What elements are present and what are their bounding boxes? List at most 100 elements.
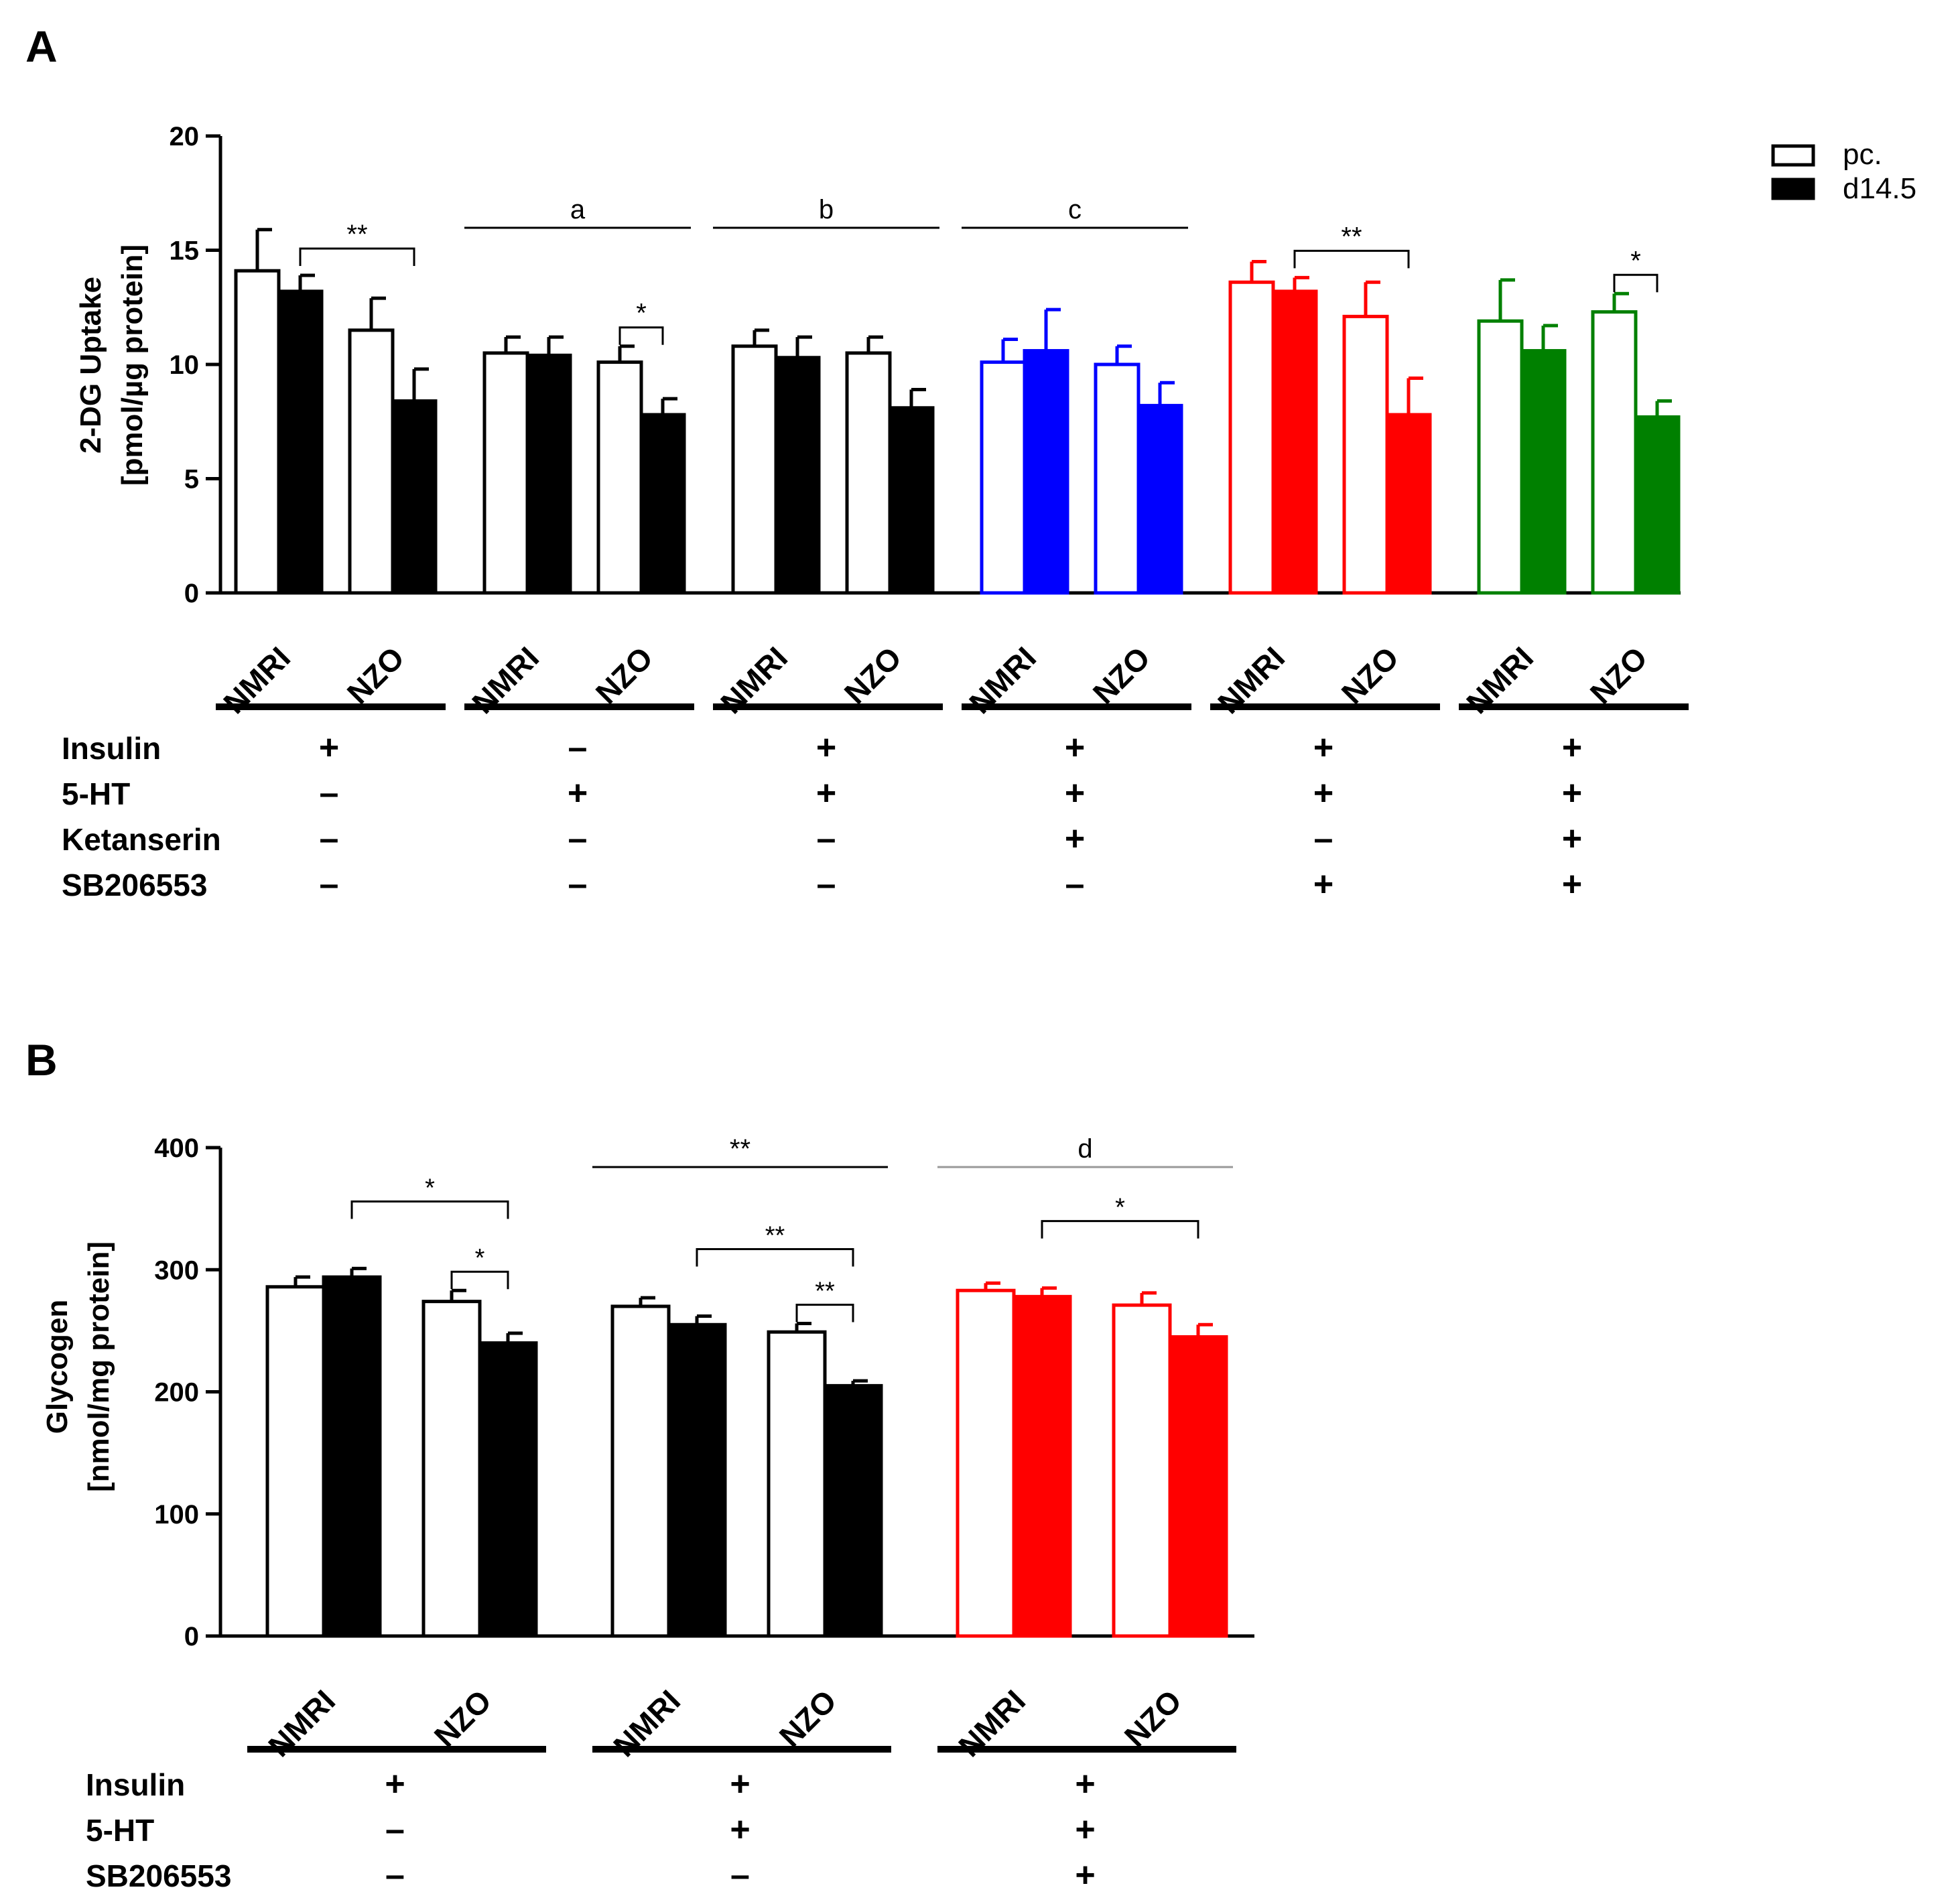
bar-nmri-d145 <box>1271 289 1318 595</box>
significance-label: * <box>425 1174 435 1202</box>
x-tick-label: NZO <box>1583 640 1654 710</box>
bar-nmri-d145 <box>1012 1294 1072 1638</box>
x-tick-label: NZO <box>1086 640 1157 710</box>
y-tick-label: 20 <box>170 122 200 151</box>
group-comparison-label: b <box>819 195 834 224</box>
bar-nmri-d145 <box>1023 349 1069 595</box>
bar-nzo-d145 <box>1634 415 1681 595</box>
significance-bracket <box>1293 249 1410 269</box>
significance-label: ** <box>815 1277 835 1305</box>
condition-sign: + <box>1075 1810 1095 1849</box>
condition-sign: + <box>1562 865 1582 904</box>
x-tick-label: NZO <box>1118 1683 1188 1753</box>
condition-sign: + <box>1065 819 1085 858</box>
condition-sign: + <box>1075 1856 1095 1895</box>
condition-row-label: SB206553 <box>86 1858 231 1893</box>
legend: pc. d14.5 <box>1771 138 1916 205</box>
legend-label-d145: d14.5 <box>1843 172 1916 205</box>
condition-sign: – <box>817 819 836 858</box>
bar-nmri-pc <box>482 351 529 595</box>
condition-row-label: Insulin <box>62 731 161 766</box>
bar-nzo-pc <box>1342 314 1389 595</box>
condition-sign: + <box>1065 728 1085 767</box>
bar-nmri-pc <box>956 1288 1016 1638</box>
y-tick-label: 15 <box>170 236 200 266</box>
x-tick-label: NZO <box>838 640 908 710</box>
condition-sign: + <box>730 1765 750 1804</box>
bar-nmri-d145 <box>774 356 821 595</box>
bar-nzo-d145 <box>823 1383 883 1638</box>
significance-label: * <box>475 1244 485 1272</box>
x-tick-label: NZO <box>428 1683 498 1753</box>
condition-sign: – <box>568 728 588 767</box>
bar-nzo-pc <box>596 360 643 595</box>
condition-sign: – <box>1065 865 1085 904</box>
condition-sign: + <box>1313 865 1333 904</box>
condition-sign: – <box>320 774 339 813</box>
condition-row-label: Ketanserin <box>62 822 221 857</box>
condition-row-label: Insulin <box>86 1767 185 1802</box>
significance-bracket <box>299 247 415 267</box>
significance-bracket <box>795 1303 854 1322</box>
bar-nzo-d145 <box>1385 413 1432 595</box>
condition-sign: + <box>1562 728 1582 767</box>
significance-bracket <box>450 1270 509 1290</box>
bar-nmri-pc <box>234 269 281 595</box>
x-tick-label: NZO <box>589 640 659 710</box>
panel-b-condition-table: Insulin 5-HT SB206553 + – – + + – + + + <box>86 1765 1096 1895</box>
condition-sign: + <box>816 728 836 767</box>
condition-sign: + <box>816 774 836 813</box>
condition-sign: + <box>1075 1765 1095 1804</box>
panel-a-y-axis-title: 2-DG Uptake [pmol/µg protein] <box>74 245 149 486</box>
x-tick-label: NZO <box>1335 640 1405 710</box>
y-tick-label: 5 <box>184 465 199 494</box>
bar-nmri-pc <box>980 360 1027 595</box>
significance-label: * <box>636 299 647 328</box>
bar-nzo-pc <box>348 328 395 595</box>
group-comparison-label: ** <box>730 1134 751 1164</box>
condition-sign: – <box>730 1856 750 1895</box>
condition-sign: – <box>568 819 588 858</box>
bar-nzo-pc <box>845 351 892 595</box>
condition-sign: – <box>320 865 339 904</box>
legend-label-pc: pc. <box>1843 138 1882 171</box>
condition-sign: + <box>568 774 588 813</box>
significance-bracket <box>618 326 664 345</box>
panel-b-y-title-line2: [nmol/mg protein] <box>82 1241 115 1492</box>
group-comparison-label: d <box>1078 1134 1092 1164</box>
bar-nmri-d145 <box>667 1322 727 1638</box>
condition-sign: + <box>1065 774 1085 813</box>
x-tick-label: NZO <box>340 640 411 710</box>
condition-sign: – <box>1314 819 1333 858</box>
condition-sign: + <box>319 728 339 767</box>
y-tick-label: 200 <box>154 1378 199 1408</box>
bar-nmri-d145 <box>525 353 572 595</box>
condition-sign: – <box>568 865 588 904</box>
panel-a-condition-table: Insulin 5-HT Ketanserin SB206553 + – – – – + – – + + –… <box>62 728 1582 904</box>
legend-swatch-open <box>1771 144 1815 167</box>
bar-nmri-pc <box>731 344 778 595</box>
y-tick-label: 100 <box>154 1500 199 1529</box>
condition-sign: + <box>1562 819 1582 858</box>
bar-nzo-pc <box>421 1300 482 1638</box>
condition-sign: – <box>385 1856 405 1895</box>
bar-nmri-pc <box>610 1304 671 1638</box>
condition-row-label: 5-HT <box>62 776 130 811</box>
bar-nmri-d145 <box>1520 349 1567 595</box>
significance-bracket <box>696 1248 854 1267</box>
group-comparison-label: a <box>570 195 586 224</box>
condition-sign: – <box>385 1810 405 1849</box>
bar-nzo-d145 <box>391 399 438 595</box>
bar-nzo-pc <box>1094 362 1140 595</box>
group-comparison-label: c <box>1068 195 1082 224</box>
significance-bracket <box>1041 1220 1199 1239</box>
panel-a-y-title-line2: [pmol/µg protein] <box>116 245 149 486</box>
significance-label: ** <box>1341 222 1362 251</box>
legend-swatch-solid <box>1771 178 1815 200</box>
y-tick-label: 300 <box>154 1255 199 1285</box>
bar-nzo-d145 <box>1136 403 1183 595</box>
bar-nzo-d145 <box>478 1341 538 1638</box>
panel-a-y-title-line1: 2-DG Uptake <box>74 277 107 454</box>
